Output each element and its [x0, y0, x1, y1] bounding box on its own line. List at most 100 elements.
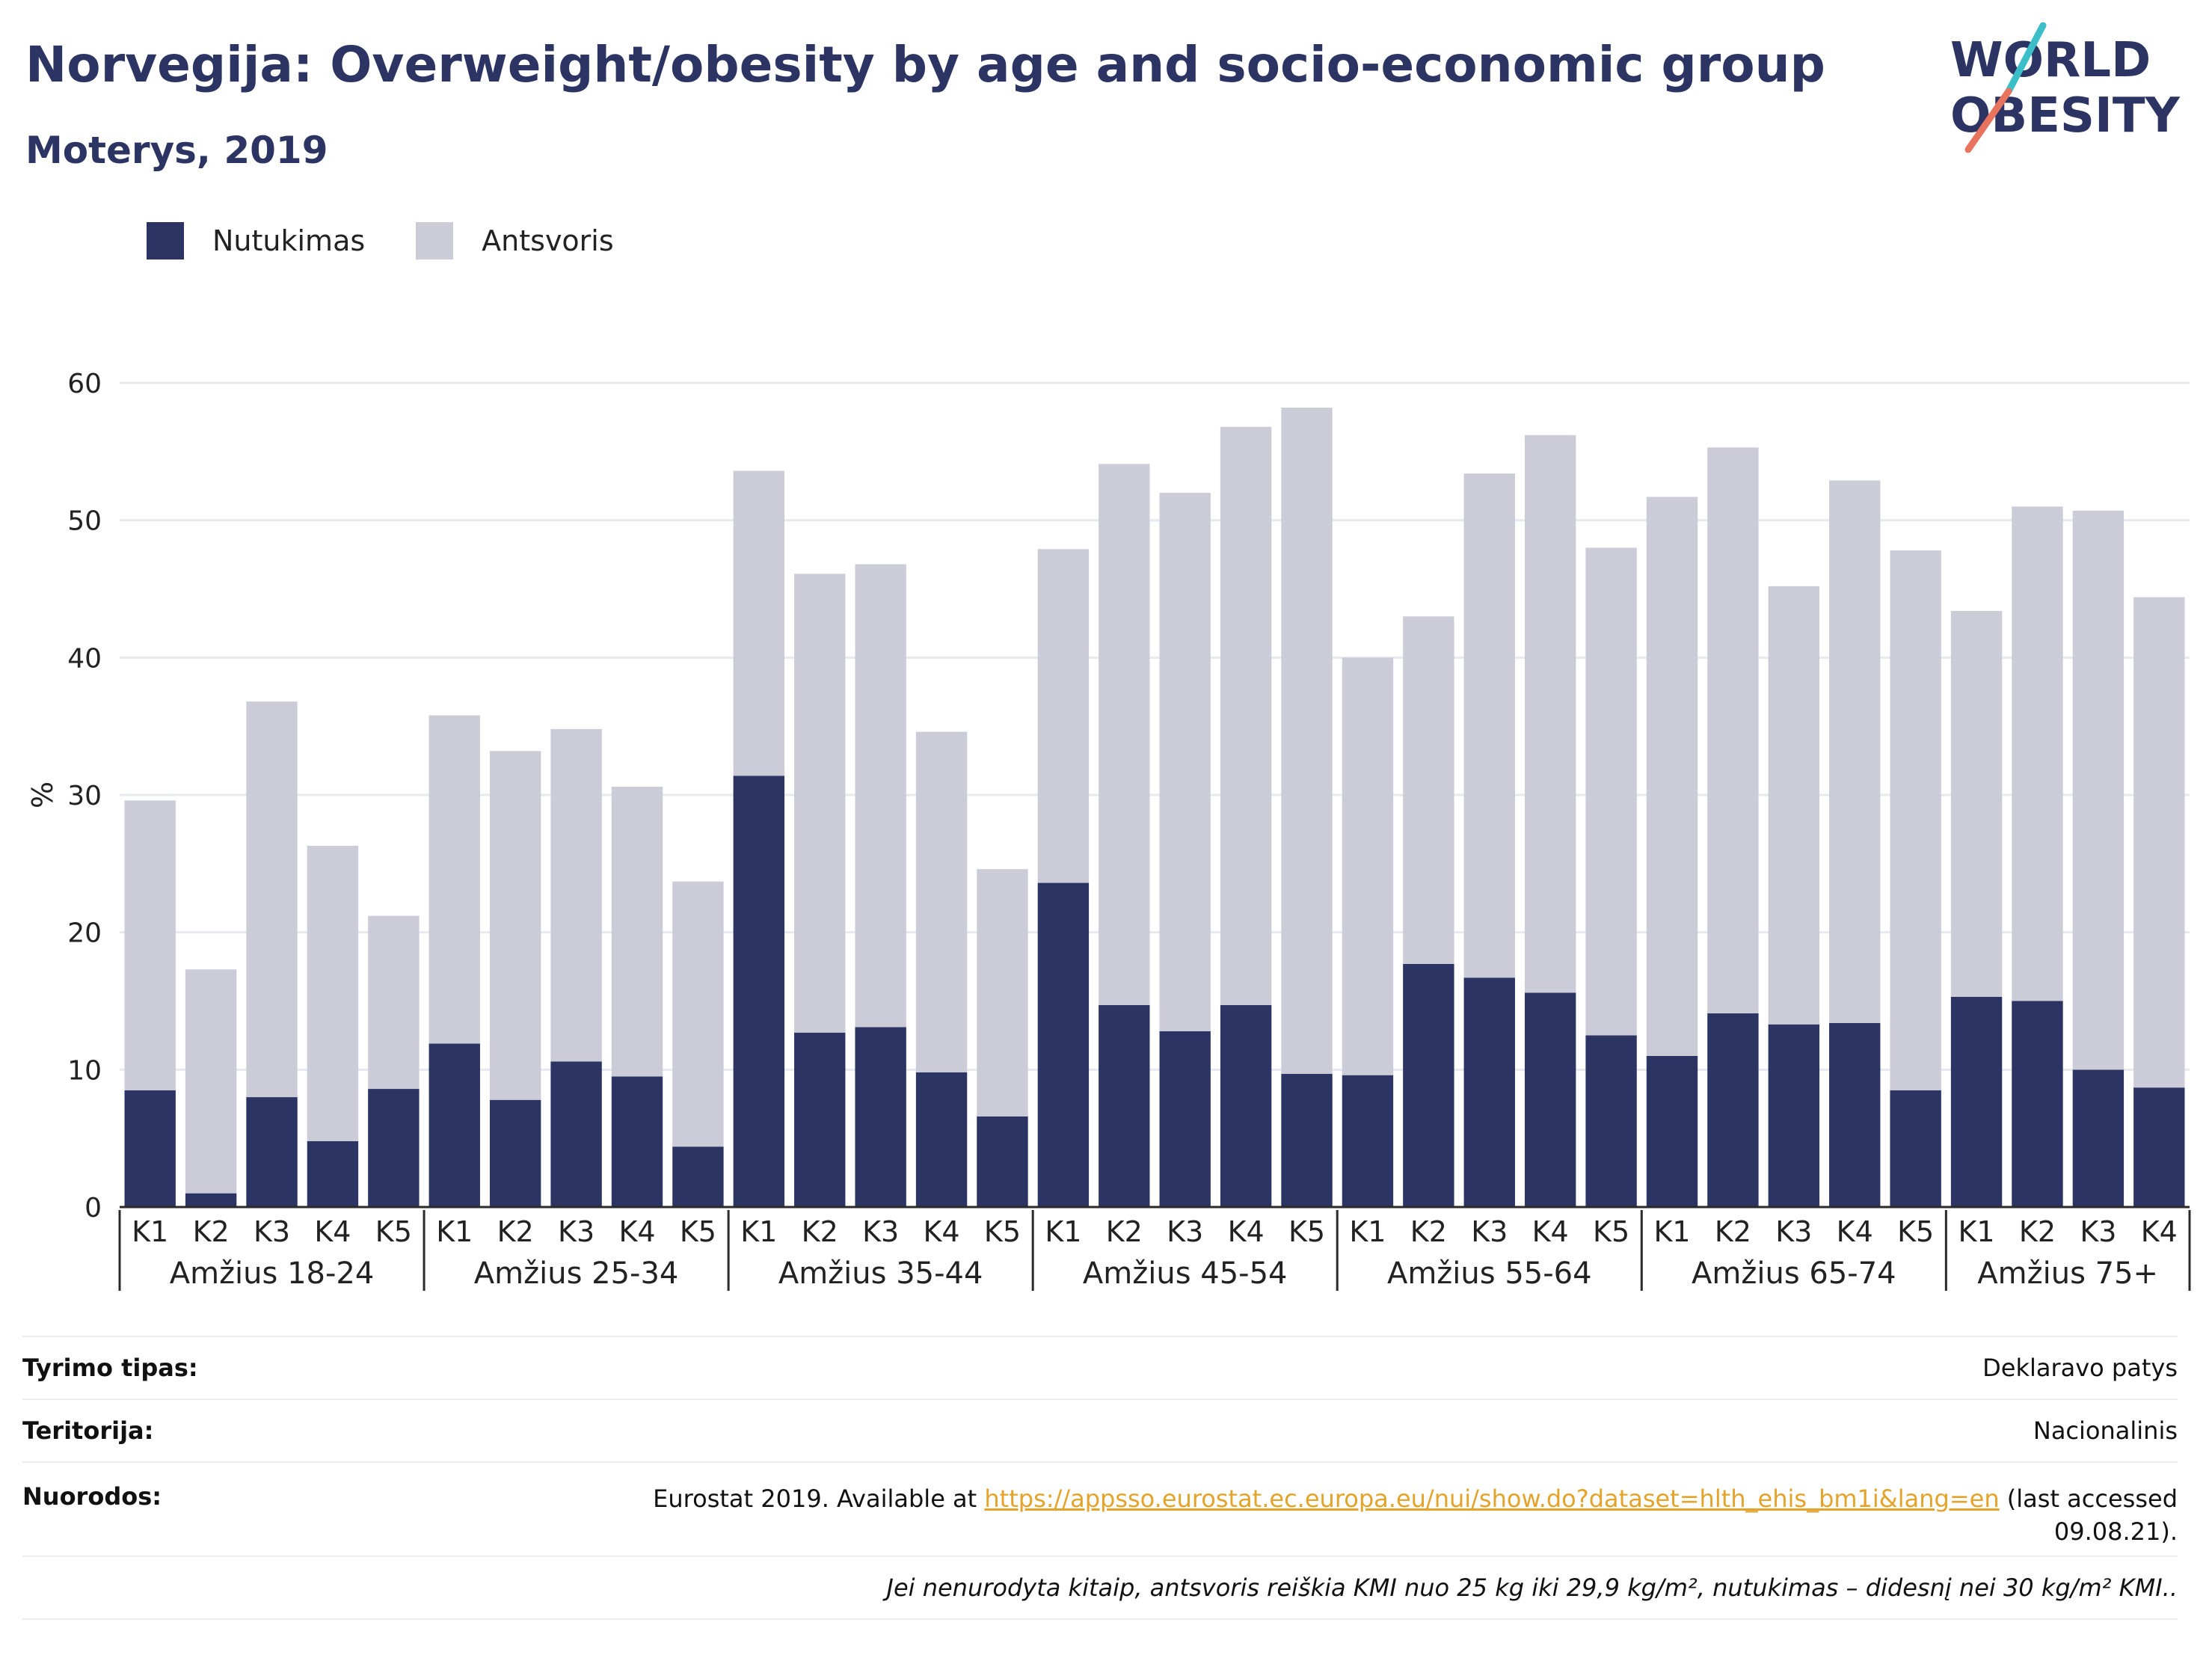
- bar-overweight: [672, 881, 724, 1147]
- meta-row-references: Nuorodos: Eurostat 2019. Available at ht…: [22, 1461, 2178, 1556]
- group-label: Amžius 35-44: [778, 1256, 983, 1291]
- group-label: Amžius 25-34: [474, 1256, 679, 1291]
- x-tick-label: K4: [618, 1215, 655, 1248]
- bar-overweight: [185, 969, 237, 1194]
- bar-overweight: [1890, 550, 1941, 1090]
- bar-overweight: [1829, 480, 1881, 1023]
- bar-overweight: [428, 715, 480, 1044]
- meta-value-territory: Nacionalinis: [2033, 1416, 2178, 1445]
- y-tick-label: 20: [67, 918, 102, 949]
- legend-swatch-overweight: [416, 222, 454, 260]
- bar-obesity: [185, 1193, 237, 1207]
- bar-obesity: [611, 1076, 663, 1207]
- bar-obesity: [1037, 882, 1090, 1207]
- x-tick-label: K3: [2080, 1215, 2116, 1248]
- bar-overweight: [1707, 447, 1759, 1014]
- logo-line1: WORLD: [1950, 33, 2151, 88]
- bar-obesity: [1281, 1073, 1333, 1207]
- x-tick-label: K1: [1349, 1215, 1386, 1248]
- bar-obesity: [915, 1072, 968, 1207]
- x-tick-label: K4: [1532, 1215, 1569, 1248]
- bar-overweight: [1281, 408, 1333, 1074]
- bar-obesity: [1342, 1075, 1394, 1207]
- bar-obesity: [1646, 1055, 1698, 1207]
- reference-suffix: (last accessed: [2006, 1484, 2178, 1513]
- y-tick-label: 30: [67, 781, 102, 811]
- reference-link[interactable]: https://appsso.eurostat.ec.europa.eu/nui…: [984, 1484, 2000, 1513]
- bar-overweight: [2012, 506, 2063, 1001]
- bar-obesity: [2133, 1087, 2185, 1207]
- bar-overweight: [124, 800, 176, 1090]
- bar-obesity: [1403, 963, 1454, 1207]
- y-tick-label: 10: [67, 1055, 102, 1086]
- chart-legend: Nutukimas Antsvoris: [147, 220, 665, 262]
- bar-overweight: [550, 728, 602, 1062]
- bar-obesity: [1890, 1090, 1941, 1207]
- x-tick-label: K5: [375, 1215, 412, 1248]
- bar-obesity: [368, 1089, 420, 1207]
- bar-overweight: [915, 731, 968, 1073]
- definition-note: Jei nenurodyta kitaip, antsvoris reiškia…: [886, 1573, 2178, 1602]
- group-label: Amžius 65-74: [1692, 1256, 1896, 1291]
- bar-overweight: [2072, 510, 2125, 1070]
- x-tick-label: K4: [924, 1215, 960, 1248]
- bar-obesity: [1159, 1031, 1211, 1207]
- chart-title: Norvegija: Overweight/obesity by age and…: [25, 36, 1825, 93]
- bar-overweight: [1646, 497, 1698, 1056]
- bar-obesity: [489, 1099, 541, 1207]
- x-tick-label: K2: [193, 1215, 230, 1248]
- bar-obesity: [1463, 977, 1515, 1207]
- bar-overweight: [733, 470, 785, 776]
- metadata-table: Tyrimo tipas: Deklaravo patys Teritorija…: [22, 1336, 2178, 1620]
- x-tick-label: K2: [802, 1215, 838, 1248]
- bar-obesity: [2072, 1069, 2125, 1207]
- x-tick-label: K3: [1775, 1215, 1812, 1248]
- reference-suffix-date: 09.08.21).: [2053, 1517, 2178, 1546]
- legend-item-obesity: Nutukimas: [147, 222, 365, 260]
- y-tick-label: 0: [85, 1193, 102, 1223]
- bar-overweight: [246, 701, 298, 1098]
- bar-overweight: [368, 915, 420, 1090]
- meta-key-references: Nuorodos:: [22, 1482, 162, 1511]
- x-tick-label: K2: [1410, 1215, 1447, 1248]
- bar-obesity: [428, 1043, 480, 1207]
- group-label: Amžius 18-24: [170, 1256, 375, 1291]
- bar-overweight: [855, 564, 906, 1028]
- bar-overweight: [307, 845, 359, 1141]
- bar-overweight: [1463, 473, 1515, 978]
- meta-value-survey-type: Deklaravo patys: [1982, 1354, 2178, 1382]
- bar-obesity: [1099, 1005, 1150, 1207]
- meta-row-territory: Teritorija: Nacionalinis: [22, 1398, 2178, 1461]
- meta-value-references: Eurostat 2019. Available at https://apps…: [653, 1482, 2178, 1556]
- x-tick-label: K3: [254, 1215, 290, 1248]
- bar-obesity: [855, 1027, 906, 1207]
- group-label: Amžius 55-64: [1387, 1256, 1592, 1291]
- bar-obesity: [977, 1116, 1028, 1207]
- chart-subtitle: Moterys, 2019: [25, 129, 328, 172]
- bar-obesity: [733, 776, 785, 1207]
- bar-overweight: [1768, 586, 1820, 1025]
- bar-obesity: [1220, 1005, 1272, 1207]
- x-tick-label: K1: [1653, 1215, 1690, 1248]
- legend-label-overweight: Antsvoris: [482, 224, 614, 257]
- logo-slash-teal: [2005, 22, 2047, 95]
- bar-obesity: [550, 1061, 602, 1207]
- bar-overweight: [1403, 616, 1454, 964]
- bar-overweight: [1099, 464, 1150, 1006]
- bar-overweight: [1950, 610, 2003, 997]
- bar-overweight: [1159, 492, 1211, 1031]
- legend-swatch-obesity: [147, 222, 184, 260]
- x-tick-label: K4: [2141, 1215, 2178, 1248]
- bar-overweight: [2133, 597, 2185, 1088]
- bar-overweight: [977, 869, 1028, 1117]
- bar-overweight: [794, 574, 846, 1033]
- x-tick-label: K1: [436, 1215, 473, 1248]
- meta-key-territory: Teritorija:: [22, 1416, 154, 1445]
- bar-obesity: [1829, 1022, 1881, 1207]
- x-tick-label: K2: [1106, 1215, 1143, 1248]
- bar-obesity: [2012, 1001, 2063, 1207]
- x-tick-label: K1: [132, 1215, 168, 1248]
- group-label: Amžius 45-54: [1083, 1256, 1288, 1291]
- bar-overweight: [611, 786, 663, 1077]
- group-label: Amžius 75+: [1977, 1256, 2158, 1291]
